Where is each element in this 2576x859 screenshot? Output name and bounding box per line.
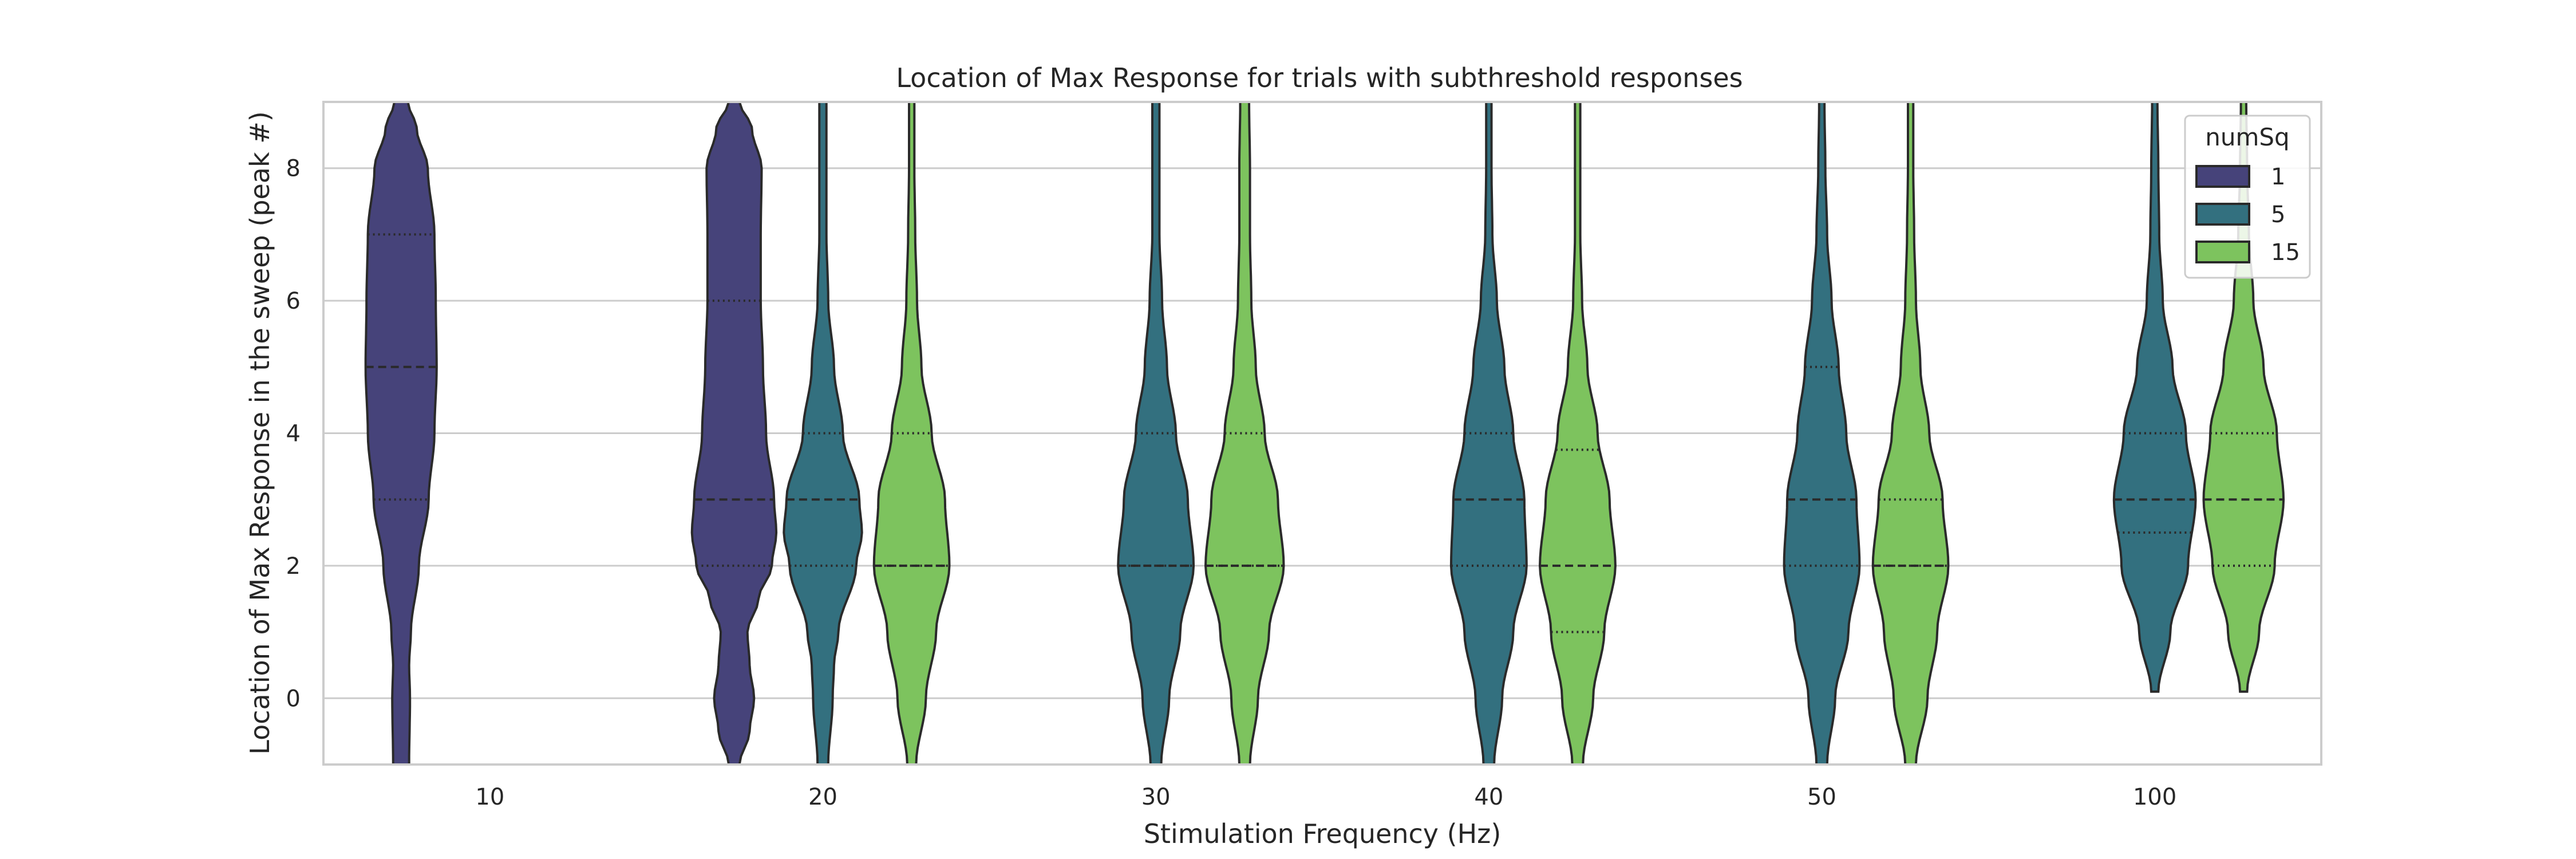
legend-label: 15: [2271, 239, 2300, 266]
violin-100-numsq-5: [2112, 101, 2197, 693]
legend-label: 5: [2271, 202, 2285, 228]
x-axis-ticks: 10 20 30 40 50 100: [475, 784, 2176, 810]
x-tick-label: 20: [808, 784, 837, 810]
y-tick-label: 2: [286, 553, 301, 580]
violin-body: [2112, 101, 2197, 693]
legend-swatch: [2195, 241, 2250, 263]
x-tick-label: 30: [1141, 784, 1171, 810]
y-tick-label: 0: [286, 685, 301, 712]
violin-20-numsq-1: [690, 101, 778, 766]
x-tick-label: 100: [2133, 784, 2176, 810]
x-tick-label: 10: [475, 784, 504, 810]
legend-box: [2184, 115, 2311, 279]
chart-title: Location of Max Response for trials with…: [896, 62, 1743, 93]
x-tick-label: 50: [1807, 784, 1836, 810]
legend-title: numSq: [2205, 123, 2289, 151]
violin-plot-area: [364, 101, 2285, 766]
plot-frame: [322, 101, 2322, 766]
legend-label: 1: [2271, 164, 2285, 190]
y-tick-label: 8: [286, 156, 301, 182]
violin-10-numsq-1: [364, 101, 438, 766]
violin-body: [364, 101, 438, 766]
y-tick-label: 4: [286, 421, 301, 447]
y-tick-label: 6: [286, 288, 301, 314]
grid-lines: [323, 167, 2321, 699]
x-axis-label: Stimulation Frequency (Hz): [1144, 818, 1502, 849]
x-tick-label: 40: [1474, 784, 1503, 810]
y-axis-label: Location of Max Response in the sweep (p…: [244, 111, 275, 754]
y-axis-ticks: 0 2 4 6 8: [286, 156, 301, 712]
violin-body: [690, 101, 778, 766]
legend-swatch: [2195, 165, 2250, 188]
legend-swatch: [2195, 203, 2250, 226]
